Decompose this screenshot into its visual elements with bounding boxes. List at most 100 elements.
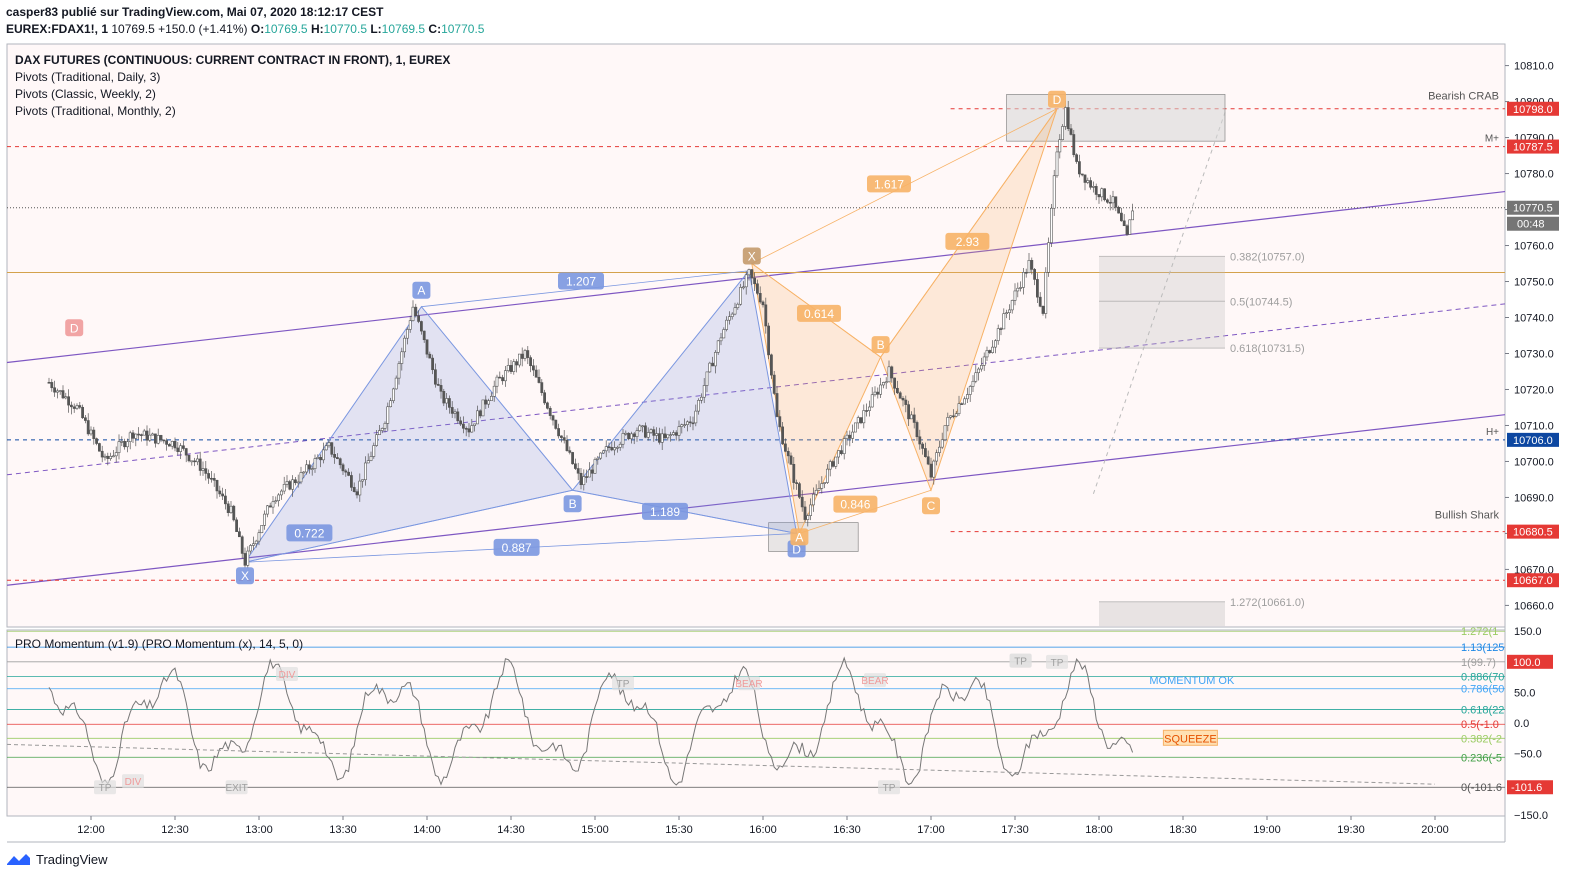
bearish-ratio-label: 0.846 [840, 498, 870, 512]
pivot-price-tag [1507, 573, 1559, 588]
bullish-point-label: D [792, 542, 801, 556]
candle-body [792, 463, 796, 483]
candle-body [725, 319, 729, 330]
candle-body [573, 463, 577, 469]
candle-body [176, 447, 180, 452]
bearish-point-label: D [1053, 93, 1062, 107]
candle-body [677, 426, 681, 436]
candle-body [1033, 269, 1037, 280]
symbol-label: EUREX:FDAX1!, 1 [6, 22, 109, 36]
candle-body [215, 479, 219, 492]
candle-body [246, 550, 250, 566]
candle-body [641, 425, 645, 428]
candle-body [106, 455, 110, 459]
candle-body [1013, 290, 1017, 301]
candle-body [207, 473, 211, 479]
candle-body [372, 445, 376, 457]
candle-body [467, 428, 471, 433]
candle-body [1072, 134, 1076, 156]
candle-body [1010, 300, 1014, 311]
indicator-legend: Pivots (Traditional, Monthly, 2) [15, 104, 176, 118]
low-value: 10769.5 [381, 22, 426, 36]
main-pane [6, 43, 1506, 628]
candle-body [926, 456, 930, 465]
candle-body [842, 438, 846, 455]
candle-body [445, 398, 449, 404]
osc-signal-tag-box [94, 780, 116, 795]
candle-body [495, 376, 499, 387]
candle-body [198, 458, 202, 471]
candle-body [489, 396, 493, 402]
candle-body [1078, 161, 1081, 175]
channel-upper-line [6, 190, 1506, 364]
osc-level-label: 0.382(-2 [1461, 733, 1502, 745]
candle-body [697, 400, 701, 412]
candle-body [557, 428, 561, 437]
candle-body [383, 423, 387, 429]
candle-body [540, 382, 544, 394]
candle-body [436, 383, 440, 386]
candle-body [212, 478, 216, 481]
candle-body [282, 484, 286, 492]
candle-body [503, 370, 507, 382]
candle-body [184, 448, 188, 456]
fib-level-label: 0.5(10744.5) [1230, 296, 1292, 308]
osc-level-label: 1(99.7) [1461, 657, 1496, 669]
osc-signal-tag: DIV [125, 777, 142, 788]
bullish-shark-leg-xb [244, 489, 573, 563]
candle-body [70, 404, 73, 408]
candle-body [226, 503, 230, 513]
candle-body [431, 357, 435, 371]
candle-body [674, 432, 678, 436]
candle-body [190, 460, 194, 463]
candle-body [1128, 219, 1132, 235]
candle-body [114, 452, 118, 457]
candle-body [1114, 196, 1118, 208]
bullish-ratio-label-box [642, 502, 688, 520]
candle-body [918, 436, 922, 445]
candle-body [299, 472, 303, 483]
bearish-point-label-box [1048, 90, 1066, 108]
candle-body [845, 434, 849, 439]
candle-body [814, 490, 818, 495]
candle-body [711, 362, 715, 367]
candle-body [89, 429, 93, 435]
candle-body [439, 385, 443, 392]
candle-body [820, 483, 824, 489]
candle-body [968, 386, 972, 395]
bearish-point-label-box [742, 247, 761, 265]
bearish-pattern-name: Bearish CRAB [1428, 90, 1499, 102]
indicator-legend: Pivots (Traditional, Daily, 3) [15, 70, 160, 84]
candle-body [72, 406, 76, 409]
bearish-ratio-label: 2.93 [956, 235, 980, 249]
osc-tick-label: −50.0 [1514, 749, 1542, 761]
candle-body [154, 433, 157, 444]
time-tick-label: 19:30 [1337, 824, 1365, 836]
momentum-status: MOMENTUM OK [1149, 675, 1235, 687]
candle-body [151, 433, 155, 436]
candle-body [909, 414, 913, 420]
candle-body [235, 519, 239, 532]
ohlc-bar: EUREX:FDAX1!, 1 10769.5 +150.0 (+1.41%) … [6, 22, 484, 36]
candle-body [386, 406, 390, 424]
candle-body [621, 433, 625, 445]
candle-body [1106, 199, 1109, 203]
candle-body [1092, 186, 1095, 188]
bearish-point-label: B [877, 338, 885, 352]
candle-body [839, 450, 843, 455]
candle-body [344, 470, 348, 473]
candle-body [218, 490, 222, 495]
countdown-text: 00:48 [1517, 219, 1545, 231]
candle-body [274, 500, 278, 503]
candle-body [985, 350, 989, 358]
osc-level-label: 0.5(-1.0 [1461, 719, 1499, 731]
pivot-price-text: 10787.5 [1513, 142, 1553, 154]
candle-body [358, 480, 362, 496]
candle-body [173, 441, 177, 449]
candle-body [254, 540, 258, 545]
candle-body [870, 394, 874, 408]
candle-body [58, 390, 62, 392]
time-tick-label: 12:00 [77, 824, 105, 836]
candle-body [736, 303, 740, 309]
